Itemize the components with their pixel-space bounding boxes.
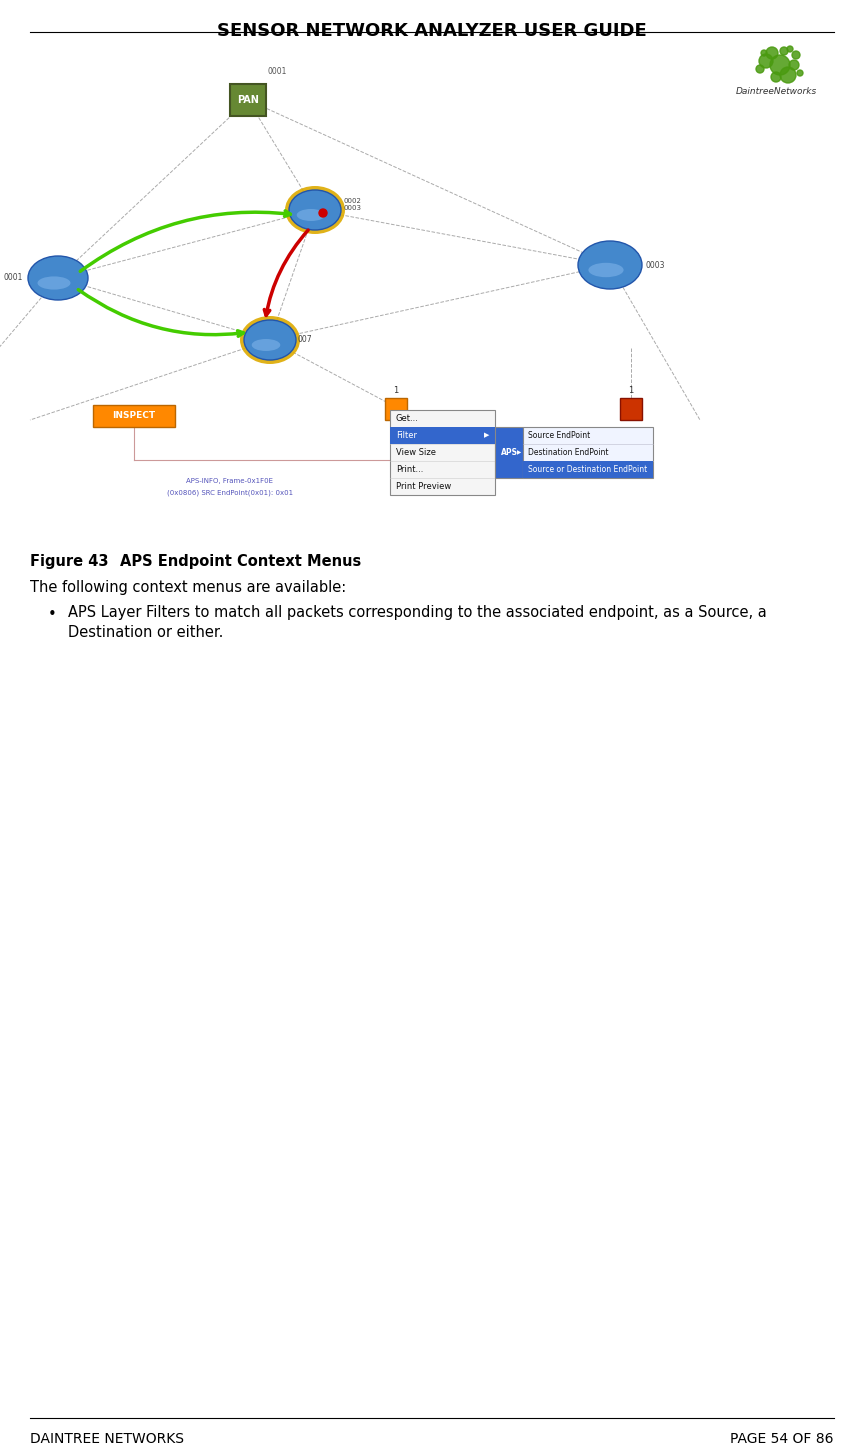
Circle shape [792, 51, 800, 59]
Text: •: • [48, 606, 56, 622]
Circle shape [789, 59, 799, 69]
FancyBboxPatch shape [523, 427, 653, 478]
Text: The following context menus are available:: The following context menus are availabl… [30, 580, 346, 595]
Ellipse shape [37, 276, 71, 289]
Ellipse shape [251, 339, 280, 352]
Text: DaintreeNetworks: DaintreeNetworks [735, 87, 816, 96]
Text: Source or Destination EndPoint: Source or Destination EndPoint [528, 464, 647, 475]
Text: SENSOR NETWORK ANALYZER USER GUIDE: SENSOR NETWORK ANALYZER USER GUIDE [217, 22, 647, 41]
Ellipse shape [578, 242, 642, 289]
Ellipse shape [240, 315, 300, 365]
Text: ▶: ▶ [517, 450, 521, 454]
Text: Source EndPoint: Source EndPoint [528, 431, 590, 440]
FancyBboxPatch shape [385, 398, 407, 420]
Text: APS Endpoint Context Menus: APS Endpoint Context Menus [120, 554, 361, 569]
Text: Print Preview: Print Preview [396, 482, 451, 491]
Circle shape [319, 208, 327, 217]
FancyBboxPatch shape [390, 410, 495, 495]
Text: 1: 1 [628, 386, 633, 395]
FancyBboxPatch shape [495, 427, 523, 478]
Ellipse shape [296, 208, 326, 221]
FancyBboxPatch shape [390, 427, 495, 444]
Ellipse shape [28, 256, 88, 300]
Text: 0003: 0003 [645, 260, 664, 269]
Text: PAGE 54 OF 86: PAGE 54 OF 86 [730, 1433, 834, 1446]
Text: 0001: 0001 [268, 68, 288, 77]
Text: 007: 007 [298, 336, 313, 344]
FancyBboxPatch shape [230, 84, 266, 116]
Text: DAINTREE NETWORKS: DAINTREE NETWORKS [30, 1433, 184, 1446]
FancyBboxPatch shape [93, 405, 175, 427]
Text: Print...: Print... [396, 464, 423, 475]
Ellipse shape [244, 320, 296, 360]
Ellipse shape [289, 190, 341, 230]
Ellipse shape [588, 263, 624, 278]
Circle shape [771, 72, 781, 82]
Text: Get...: Get... [396, 414, 419, 423]
Text: APS-INFO, Frame-0x1F0E: APS-INFO, Frame-0x1F0E [187, 478, 274, 483]
Circle shape [766, 46, 778, 59]
Text: View Size: View Size [396, 449, 436, 457]
Text: 0001: 0001 [3, 273, 23, 282]
Text: 0002
0003: 0002 0003 [343, 198, 361, 211]
Text: PAN: PAN [237, 96, 259, 106]
FancyBboxPatch shape [620, 398, 642, 420]
Text: ▶: ▶ [485, 433, 490, 438]
Circle shape [756, 65, 764, 72]
Text: Destination EndPoint: Destination EndPoint [528, 449, 608, 457]
Circle shape [780, 67, 796, 82]
Circle shape [759, 54, 773, 68]
Text: APS Layer Filters to match all packets corresponding to the associated endpoint,: APS Layer Filters to match all packets c… [68, 605, 766, 619]
Text: (0x0806) SRC EndPoint(0x01): 0x01: (0x0806) SRC EndPoint(0x01): 0x01 [167, 491, 293, 496]
Circle shape [770, 55, 790, 75]
Circle shape [761, 51, 767, 56]
Circle shape [797, 69, 803, 77]
Text: Figure 43: Figure 43 [30, 554, 109, 569]
Text: 1: 1 [393, 386, 398, 395]
Circle shape [780, 46, 788, 55]
Text: APS: APS [500, 449, 518, 457]
Text: Filter: Filter [396, 431, 417, 440]
FancyBboxPatch shape [523, 462, 653, 478]
Ellipse shape [285, 187, 345, 234]
Text: Destination or either.: Destination or either. [68, 625, 224, 640]
Text: INSPECT: INSPECT [112, 411, 156, 421]
Circle shape [787, 46, 793, 52]
